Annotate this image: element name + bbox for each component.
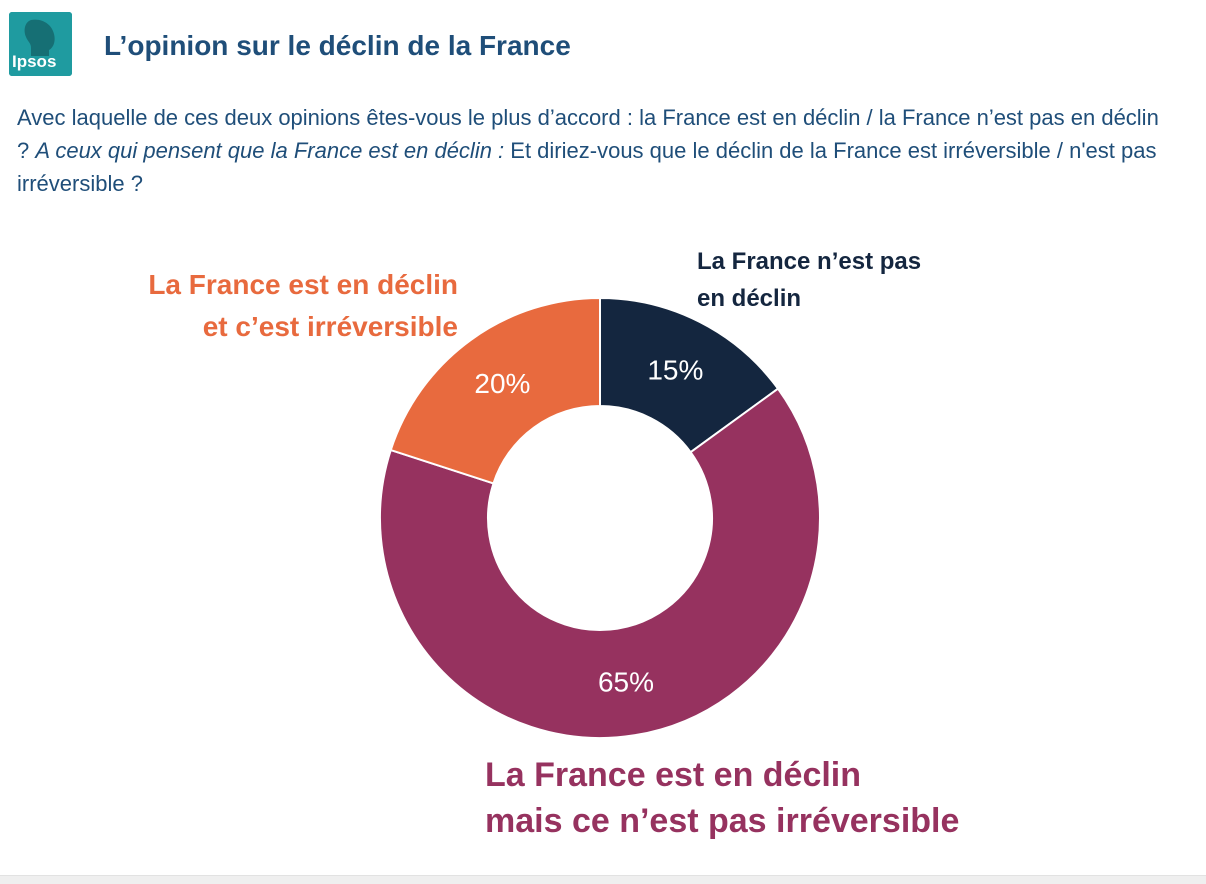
slice-not-in-decline [599,296,780,454]
logo-text: Ipsos [12,52,57,71]
slice-value-label: 15% [647,355,703,386]
slice-value-label: 65% [598,666,654,697]
slice-label-decline-irreversible: La France est en déclin et c’est irréver… [148,264,458,348]
question-part-3: Et diriez-vous que le déclin de la Franc… [17,138,1157,196]
question-part-1: Avec laquelle de ces deux opinions êtes-… [17,105,1159,163]
logo-silhouette-icon [9,12,72,76]
slice-label-line: La France est en déclin [485,756,862,794]
slice-label-line: et c’est irréversible [202,311,458,342]
question-text: Avec laquelle de ces deux opinions êtes-… [17,101,1167,200]
page-title: L’opinion sur le déclin de la France [104,30,571,61]
slice-decline-irreversible [389,296,601,485]
slice-decline-reversible [379,387,821,739]
slice-label-line: La France n’est pas [697,248,922,275]
bottom-strip [0,875,1206,884]
slice-label-decline-reversible: La France est en déclin mais ce n’est pa… [485,752,959,844]
ipsos-logo: Ipsos [9,12,72,76]
slice-label-not-in-decline: La France n’est pas en déclin [697,243,921,317]
slice-label-line: La France est en déclin [148,269,458,300]
question-part-2-italic: A ceux qui pensent que la France est en … [35,138,505,163]
slice-value-label: 20% [474,368,530,399]
slice-label-line: mais ce n’est pas irréversible [485,802,960,840]
slice-label-line: en déclin [697,285,802,312]
